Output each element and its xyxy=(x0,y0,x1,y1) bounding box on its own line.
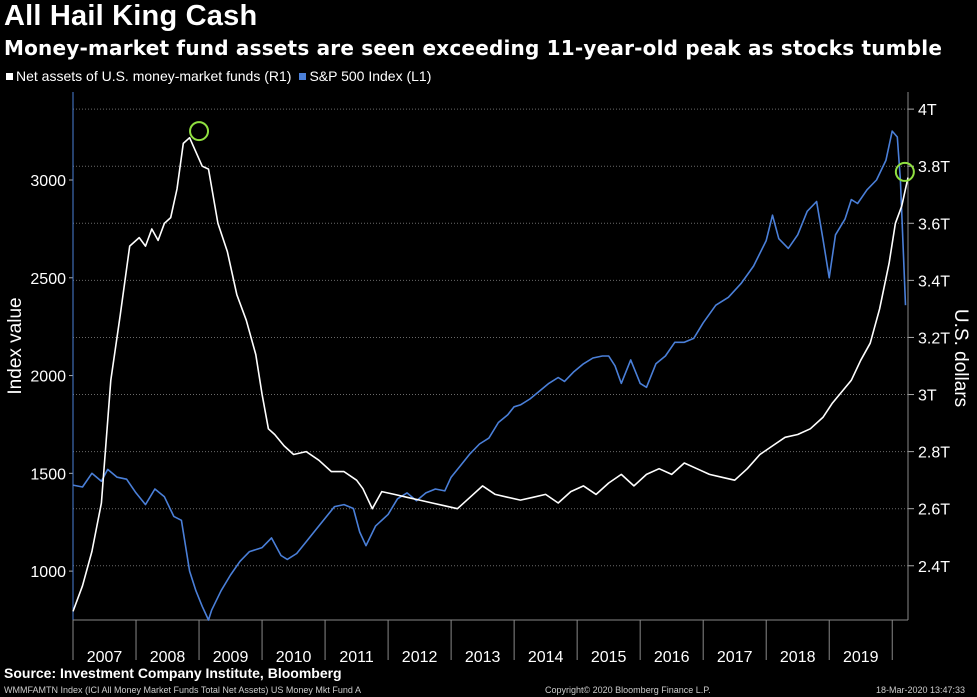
timestamp-note: 18-Mar-2020 13:47:33 xyxy=(876,685,966,695)
legend-swatch-white xyxy=(6,72,13,80)
x-tick-label-2010: 2010 xyxy=(276,649,312,666)
right-tick-label-3.6T: 3.6T xyxy=(918,216,950,233)
x-tick-label-2011: 2011 xyxy=(339,649,374,666)
right-tick-label-3.4T: 3.4T xyxy=(918,273,950,290)
right-tick-label-3.2T: 3.2T xyxy=(918,330,950,347)
x-tick-label-2014: 2014 xyxy=(528,649,564,666)
legend-label-money-market: Net assets of U.S. money-market funds (R… xyxy=(16,68,292,84)
x-tick-label-2017: 2017 xyxy=(717,649,753,666)
peak-circle-2 xyxy=(894,161,915,182)
money-market-line xyxy=(72,136,909,612)
legend: Net assets of U.S. money-market funds (R… xyxy=(6,68,439,84)
left-tick-label-1000: 1000 xyxy=(30,564,66,581)
gridlines xyxy=(73,108,908,567)
right-tick-label-2.6T: 2.6T xyxy=(918,502,950,519)
x-tick-label-2016: 2016 xyxy=(654,649,690,666)
left-tick-label-3000: 3000 xyxy=(30,173,66,190)
x-tick-label-2019: 2019 xyxy=(843,649,879,666)
ticker-note: WMMFAMTN Index (ICI All Money Market Fun… xyxy=(4,685,361,695)
x-tick-label-2018: 2018 xyxy=(780,649,816,666)
right-tick-label-3.8T: 3.8T xyxy=(918,159,950,176)
x-tick-label-2008: 2008 xyxy=(150,649,186,666)
left-tick-label-2000: 2000 xyxy=(30,369,66,386)
left-tick-label-1500: 1500 xyxy=(30,466,66,483)
legend-swatch-blue xyxy=(299,72,307,80)
x-tick-label-2012: 2012 xyxy=(402,649,438,666)
annotations xyxy=(189,121,915,182)
chart-title: All Hail King Cash xyxy=(4,0,258,32)
left-tick-label-2500: 2500 xyxy=(30,271,66,288)
y-axis-label-left: Index value xyxy=(5,297,26,394)
series-lines xyxy=(72,130,909,621)
x-tick-label-2013: 2013 xyxy=(465,649,501,666)
x-tick-label-2015: 2015 xyxy=(591,649,627,666)
axes: 2.4T 2.6T 2.8T 3T 3.2T 3.4T 3.6T 3.8T 4T 1000 1500… xyxy=(30,92,950,666)
sp500-line xyxy=(72,130,907,621)
x-tick-label-2007: 2007 xyxy=(87,649,123,666)
peak-circle-1 xyxy=(189,121,210,142)
source-note: Source: Investment Company Institute, Bl… xyxy=(4,665,342,681)
legend-label-sp500: S&P 500 Index (L1) xyxy=(309,68,432,84)
right-tick-label-4T: 4T xyxy=(918,102,937,119)
legend-item-sp500: S&P 500 Index (L1) xyxy=(299,68,431,84)
right-tick-label-2.8T: 2.8T xyxy=(918,445,950,462)
y-axis-label-right: U.S. dollars xyxy=(950,309,971,407)
chart-subtitle: Money-market fund assets are seen exceed… xyxy=(4,36,943,60)
copyright-note: Copyright© 2020 Bloomberg Finance L.P. xyxy=(545,685,711,695)
right-tick-label-3T: 3T xyxy=(918,388,937,405)
right-tick-label-2.4T: 2.4T xyxy=(918,559,950,576)
legend-item-money-market: Net assets of U.S. money-market funds (R… xyxy=(6,68,291,84)
x-tick-label-2009: 2009 xyxy=(213,649,249,666)
